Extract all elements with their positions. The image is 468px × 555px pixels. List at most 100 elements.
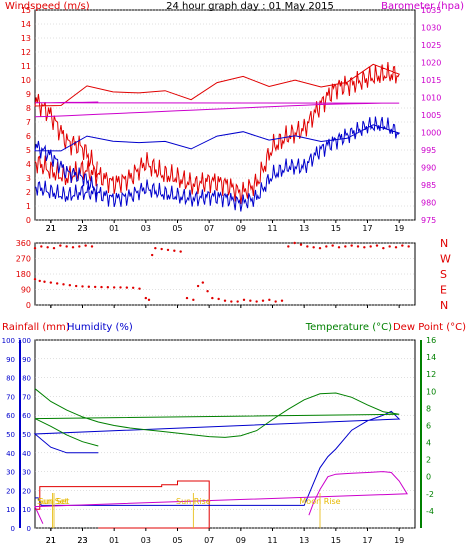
direction-point [356,245,360,248]
ytick-rainfall: 40 [6,450,15,458]
xtick-label: 11 [267,224,277,233]
direction-point [49,281,53,284]
ytick-rainfall: 100 [2,337,15,345]
ytick-windspeed: 12 [21,48,31,57]
direction-point [154,246,157,250]
ytick-rainfall: 30 [6,469,15,477]
xtick-label: 07 [204,224,214,233]
direction-point [112,286,116,289]
ytick-barometer: 975 [421,216,436,225]
ytick-direction: 360 [16,239,31,248]
direction-point [206,290,209,293]
ytick-windspeed: 3 [26,174,31,183]
direction-point [331,244,334,247]
direction-point [363,246,366,249]
ylabel-dewpoint: Dew Point (°C) [393,322,466,333]
direction-point [293,241,296,245]
ytick-humidity: 10 [22,506,31,514]
panel-wind-speed [34,9,416,221]
xtick-label: 23 [77,536,87,545]
xtick-label: 17 [362,536,372,545]
ytick-windspeed: 13 [21,34,31,43]
ytick-windspeed: 14 [21,20,31,29]
series-gust [34,61,400,205]
direction-point [255,300,258,303]
xtick-label: 23 [77,224,87,233]
direction-point [100,285,103,289]
ytick-humidity: 50 [22,431,31,439]
ytick-temperature: 4 [426,439,431,448]
ylabel-rainfall: Rainfall (mm) [2,322,70,333]
xtick-label: 13 [299,536,309,545]
annotation-label: Sun Set [37,497,68,506]
ytick-barometer: 985 [421,181,436,190]
ytick-barometer: 1035 [421,6,441,15]
compass-label: W [440,253,451,266]
ytick-windspeed: 2 [26,188,31,197]
ytick-direction: 90 [21,286,31,295]
ytick-temperature: 14 [426,353,436,362]
direction-point [131,286,135,289]
series-barometer [34,101,400,118]
direction-point [52,246,56,250]
ytick-rainfall: 10 [6,506,15,514]
ytick-direction: 0 [26,301,31,310]
ytick-barometer: 1005 [421,111,441,120]
direction-point [55,282,59,285]
series-temperature [34,388,400,447]
direction-point [201,281,205,284]
xtick-label: 21 [46,536,56,545]
direction-point [33,246,37,250]
direction-point [369,245,372,248]
xtick-label: 15 [331,536,341,545]
ytick-rainfall: 80 [6,375,15,383]
ytick-humidity: 70 [22,393,31,401]
ytick-humidity: 80 [22,375,31,383]
direction-point [74,284,78,288]
xtick-label: 21 [46,224,56,233]
direction-point [382,246,385,250]
direction-point [318,246,322,250]
series-dew-point [34,471,408,524]
ytick-temperature: 0 [426,473,431,482]
direction-point [192,298,195,302]
direction-point [43,280,46,283]
direction-point [173,249,176,252]
direction-point [185,296,189,300]
xtick-label: 23 [77,224,87,233]
ytick-windspeed: 9 [26,90,31,99]
xtick-label: 07 [204,536,214,545]
ytick-windspeed: 0 [26,216,31,225]
series-rainfall [35,480,210,529]
direction-point [306,245,309,248]
ytick-rainfall: 90 [6,356,15,364]
ytick-windspeed: 4 [26,160,31,169]
direction-point [81,285,84,288]
direction-point [230,300,233,303]
direction-point [223,299,227,302]
direction-point [150,253,154,257]
ytick-barometer: 995 [421,146,436,155]
ytick-temperature: 16 [426,336,436,345]
xtick-label: 03 [141,224,151,233]
direction-point [299,243,303,246]
direction-point [84,244,87,247]
ytick-temperature: 8 [426,404,431,413]
direction-point [138,287,141,290]
direction-point [280,299,284,302]
direction-point [38,279,41,283]
ytick-windspeed: 5 [26,146,31,155]
direction-point [87,285,91,288]
ytick-barometer: 1000 [421,129,441,138]
direction-point [388,245,391,248]
direction-point [65,245,68,248]
ylabel-windspeed: Windspeed (m/s) [5,1,90,12]
direction-point [59,244,62,247]
ytick-humidity: 60 [22,412,31,420]
series-average [34,116,401,212]
ytick-humidity: 30 [22,469,31,477]
direction-point [160,247,163,251]
direction-point [344,245,347,248]
xtick-label: 09 [236,224,246,233]
